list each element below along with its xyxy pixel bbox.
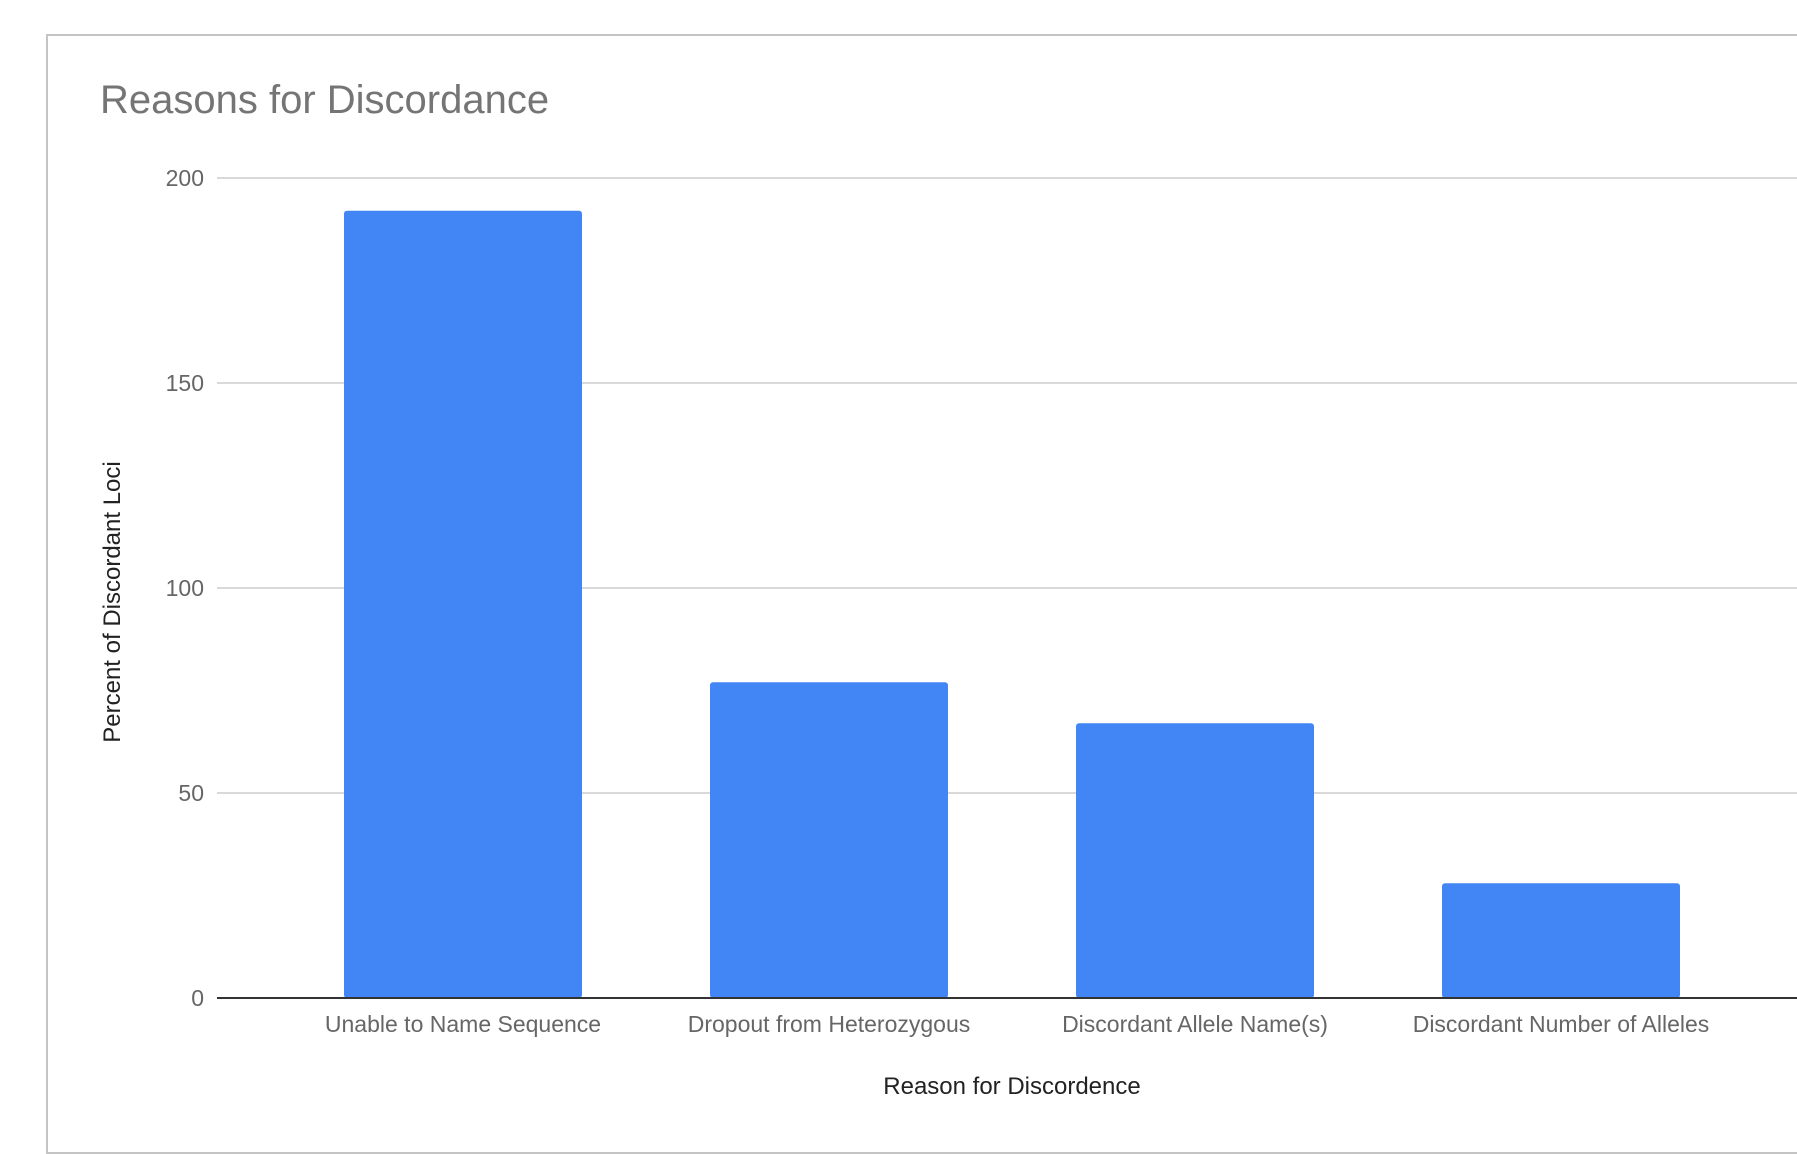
- x-tick-label: Unable to Name Sequence: [325, 1011, 601, 1037]
- x-tick-label: Discordant Allele Name(s): [1062, 1011, 1328, 1037]
- bar: [344, 210, 582, 999]
- x-tick-label: Discordant Number of Alleles: [1413, 1011, 1710, 1037]
- x-tick-label: Dropout from Heterozygous: [688, 1011, 971, 1037]
- bars: [344, 210, 1680, 999]
- y-tick-label: 0: [191, 985, 204, 1011]
- y-tick-label: 50: [178, 780, 204, 806]
- x-tick-labels: Unable to Name Sequence Dropout from Hete…: [325, 1011, 1709, 1037]
- bar: [1076, 723, 1314, 998]
- x-axis-title: Reason for Discordence: [883, 1073, 1140, 1100]
- chart-plot: 0 50 100 150 200 Unable to Name Sequence Drop…: [99, 165, 1797, 1100]
- chart-title: Reasons for Discordance: [100, 78, 550, 122]
- bar: [1442, 883, 1680, 998]
- y-tick-labels: 0 50 100 150 200: [166, 165, 204, 1011]
- y-tick-label: 150: [166, 370, 204, 396]
- y-tick-label: 200: [166, 165, 204, 191]
- y-tick-label: 100: [166, 575, 204, 601]
- y-axis-title: Percent of Discordant Loci: [99, 461, 126, 742]
- bar: [710, 682, 948, 998]
